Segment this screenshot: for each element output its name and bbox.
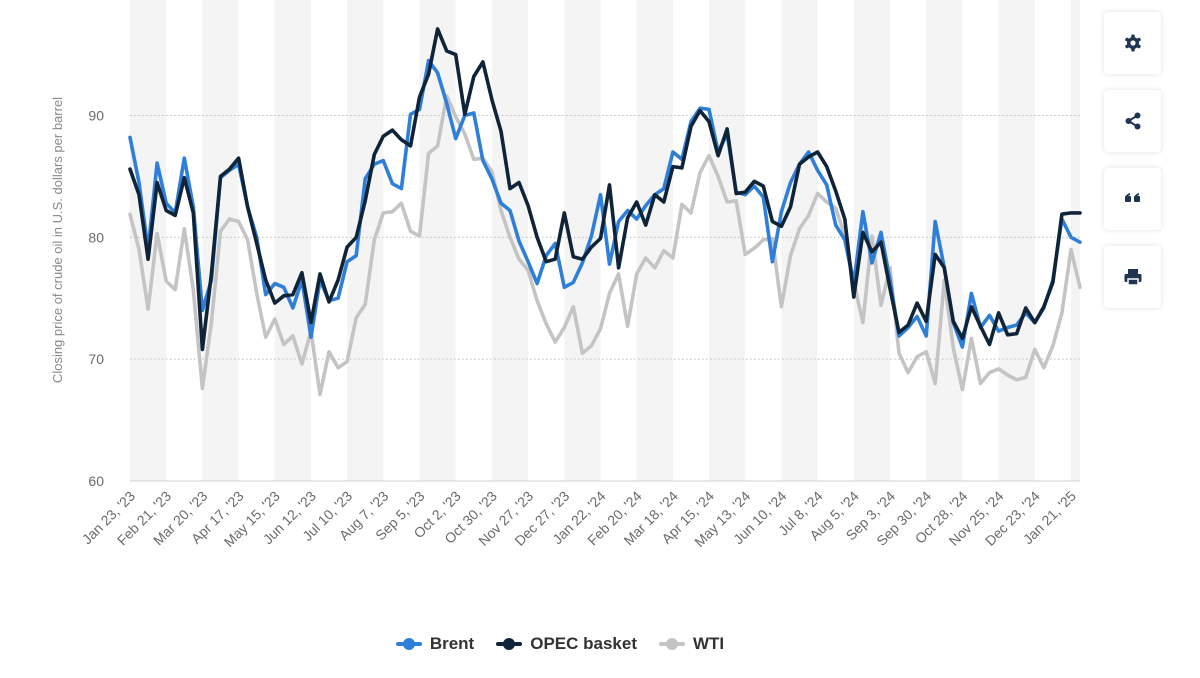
share-button[interactable] xyxy=(1104,90,1161,152)
chart-toolbar xyxy=(1104,12,1161,324)
legend-label-wti: WTI xyxy=(693,634,725,653)
cite-button[interactable] xyxy=(1104,168,1161,230)
quote-icon xyxy=(1124,192,1142,206)
y-axis-title: Closing price of crude oil in U.S. dolla… xyxy=(50,97,65,383)
legend-item-wti[interactable]: WTI xyxy=(659,634,724,654)
background-band xyxy=(926,0,963,481)
series-line-wti[interactable] xyxy=(128,94,1082,397)
background-band xyxy=(274,0,311,481)
legend-item-opec-basket[interactable]: OPEC basket xyxy=(496,634,637,654)
y-tick-label: 90 xyxy=(88,107,104,123)
y-tick-label: 80 xyxy=(88,229,104,245)
legend-swatch-wti xyxy=(659,637,685,651)
legend-item-brent[interactable]: Brent xyxy=(395,634,475,654)
legend-label-brent: Brent xyxy=(429,634,475,653)
alternating-background-bands xyxy=(130,0,1080,481)
settings-button[interactable] xyxy=(1104,12,1161,74)
print-button[interactable] xyxy=(1104,246,1161,308)
background-band xyxy=(636,0,673,481)
print-icon xyxy=(1123,267,1143,287)
series-lines xyxy=(128,27,1082,397)
legend-swatch-brent xyxy=(395,637,422,651)
legend-label-opec-basket: OPEC basket xyxy=(530,634,637,653)
legend: Brent OPEC basket WTI xyxy=(0,634,1120,654)
share-icon xyxy=(1123,111,1143,131)
background-band xyxy=(709,0,746,481)
series-line-opec-basket[interactable] xyxy=(128,27,1082,352)
background-band xyxy=(781,0,818,481)
background-band xyxy=(998,0,1035,481)
y-axis-tick-labels: 60 70 80 90 xyxy=(88,107,104,489)
legend-swatch-opec-basket xyxy=(496,637,523,651)
series-line-brent[interactable] xyxy=(128,58,1082,349)
y-tick-label: 70 xyxy=(88,351,104,367)
gear-icon xyxy=(1123,33,1143,53)
y-tick-label: 60 xyxy=(88,473,104,489)
gridlines xyxy=(130,114,1080,482)
